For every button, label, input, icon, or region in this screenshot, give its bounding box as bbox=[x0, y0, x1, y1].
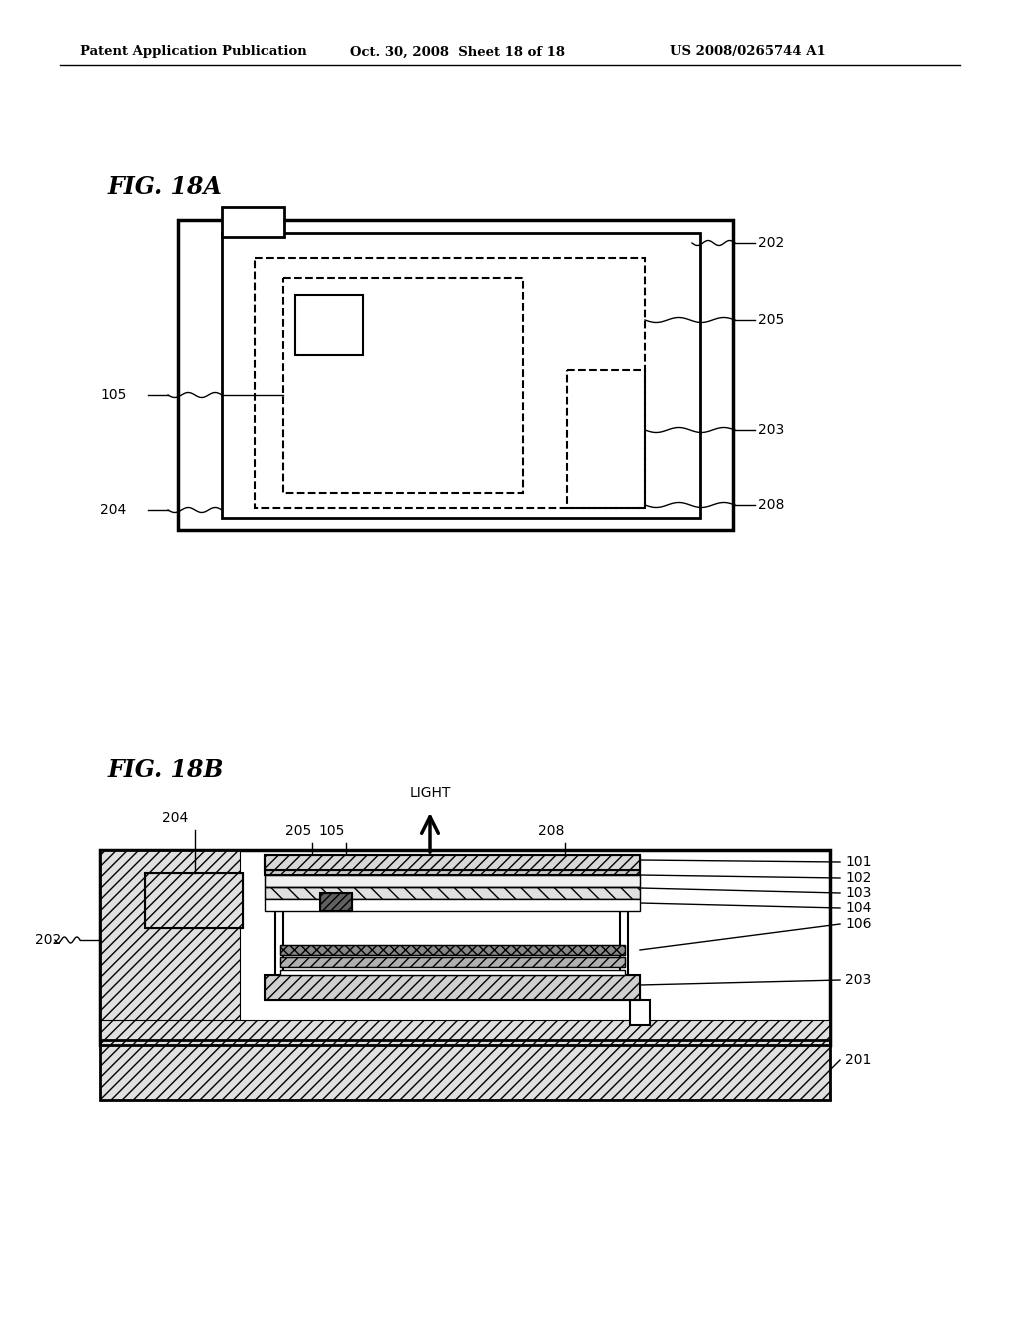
Bar bbox=[265, 855, 640, 870]
Text: 203: 203 bbox=[758, 422, 784, 437]
Bar bbox=[620, 911, 628, 991]
Text: 202: 202 bbox=[35, 933, 61, 946]
Bar bbox=[255, 257, 645, 508]
Bar bbox=[275, 911, 283, 991]
Bar bbox=[222, 234, 700, 517]
Text: 208: 208 bbox=[758, 498, 784, 512]
Text: Oct. 30, 2008  Sheet 18 of 18: Oct. 30, 2008 Sheet 18 of 18 bbox=[350, 45, 565, 58]
Bar bbox=[100, 850, 830, 1045]
Bar bbox=[100, 1040, 830, 1100]
Text: 205: 205 bbox=[758, 313, 784, 327]
Bar bbox=[265, 855, 640, 870]
Text: 106: 106 bbox=[845, 917, 871, 931]
Text: FIG. 18B: FIG. 18B bbox=[108, 758, 224, 781]
Bar bbox=[100, 850, 830, 1045]
Text: 105: 105 bbox=[100, 388, 126, 403]
Bar bbox=[295, 294, 362, 355]
Bar bbox=[265, 875, 640, 887]
Bar bbox=[265, 887, 640, 899]
Text: 105: 105 bbox=[318, 824, 345, 838]
Bar bbox=[265, 899, 640, 911]
Bar bbox=[280, 957, 625, 968]
Bar bbox=[280, 945, 625, 954]
Bar bbox=[265, 875, 640, 887]
Bar bbox=[178, 220, 733, 531]
Text: 205: 205 bbox=[285, 824, 311, 838]
Bar bbox=[100, 1020, 830, 1045]
Text: Patent Application Publication: Patent Application Publication bbox=[80, 45, 307, 58]
Bar bbox=[265, 975, 640, 1001]
Bar bbox=[222, 207, 284, 238]
Bar bbox=[630, 1001, 650, 1026]
Bar bbox=[567, 370, 645, 508]
Bar bbox=[145, 873, 243, 928]
Bar bbox=[280, 957, 625, 968]
Bar bbox=[280, 945, 625, 954]
Text: 104: 104 bbox=[845, 902, 871, 915]
Text: 101: 101 bbox=[845, 855, 871, 869]
Text: 204: 204 bbox=[100, 503, 126, 517]
Text: 102: 102 bbox=[845, 871, 871, 884]
Text: LIGHT: LIGHT bbox=[410, 785, 451, 800]
Text: US 2008/0265744 A1: US 2008/0265744 A1 bbox=[670, 45, 825, 58]
Text: 204: 204 bbox=[162, 810, 188, 825]
Bar bbox=[319, 894, 352, 911]
Bar bbox=[265, 975, 640, 1001]
Text: 203: 203 bbox=[845, 973, 871, 987]
Bar bbox=[145, 873, 243, 928]
Text: 202: 202 bbox=[758, 236, 784, 249]
Bar bbox=[280, 970, 625, 975]
Bar bbox=[100, 1040, 830, 1100]
Text: 103: 103 bbox=[845, 886, 871, 900]
Text: 201: 201 bbox=[845, 1053, 871, 1067]
Text: FIG. 18A: FIG. 18A bbox=[108, 176, 223, 199]
Bar bbox=[265, 887, 640, 899]
Bar bbox=[283, 279, 523, 492]
Bar bbox=[100, 850, 240, 1040]
Bar bbox=[265, 855, 640, 875]
Text: 208: 208 bbox=[538, 824, 564, 838]
Bar bbox=[319, 894, 352, 911]
Bar bbox=[265, 855, 640, 875]
